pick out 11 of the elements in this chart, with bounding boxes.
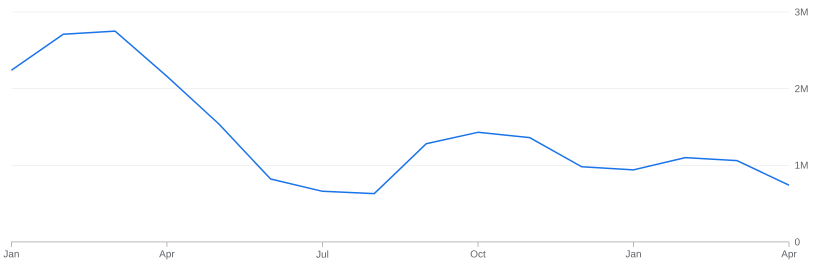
x-tick-label: Jan bbox=[4, 250, 19, 258]
x-tick-label: Jan bbox=[626, 250, 641, 258]
x-tick-label: Apr bbox=[159, 250, 175, 260]
x-tick-label: Oct bbox=[470, 250, 486, 258]
y-tick-label: 3M bbox=[794, 8, 808, 16]
y-tick-label: 0 bbox=[794, 238, 800, 246]
line-series bbox=[10, 30, 790, 194]
y-tick-label: 2M bbox=[795, 85, 808, 92]
x-tick-label: Jul bbox=[316, 250, 328, 258]
y-tick-label: 1M bbox=[795, 162, 808, 169]
x-tick-label: Apr bbox=[781, 250, 797, 260]
